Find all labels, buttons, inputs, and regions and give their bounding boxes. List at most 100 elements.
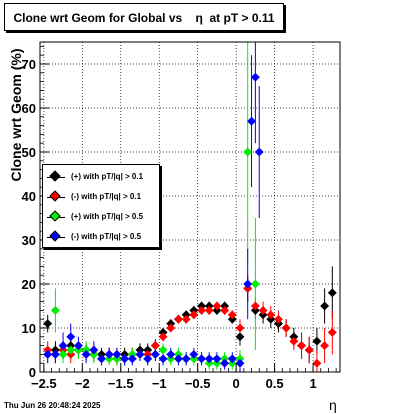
data-point — [235, 323, 245, 333]
legend-label: (+) with pT/|q| > 0.5 — [71, 212, 144, 221]
data-point — [258, 305, 268, 315]
data-point — [297, 341, 306, 351]
data-point — [212, 301, 222, 311]
data-point — [266, 310, 276, 320]
data-point — [250, 301, 260, 311]
data-markers — [43, 72, 337, 368]
data-point — [304, 345, 314, 355]
y-tick-label: 0 — [29, 365, 36, 380]
data-point — [220, 305, 230, 315]
data-point — [204, 305, 214, 315]
x-tick-label: −2.5 — [31, 376, 57, 391]
x-tick-label: −0.5 — [185, 376, 211, 391]
data-point — [66, 345, 76, 355]
legend-entry-minus-05: (-) with pT/|q| > 0.5 — [43, 227, 161, 247]
data-point — [58, 341, 68, 351]
data-point — [327, 288, 337, 298]
data-point — [189, 310, 199, 320]
data-point — [235, 332, 245, 342]
y-tick-label: 50 — [22, 145, 36, 160]
data-point — [50, 349, 60, 359]
y-tick-label: 20 — [22, 277, 36, 292]
data-point — [181, 354, 191, 364]
data-point — [197, 354, 206, 364]
data-point — [227, 310, 237, 320]
data-point — [112, 349, 122, 359]
data-point — [250, 72, 260, 82]
legend-marker — [49, 230, 61, 242]
data-point — [312, 336, 322, 346]
data-point — [158, 354, 168, 364]
data-point — [89, 345, 99, 355]
legend-label: (-) with pT/|q| > 0.1 — [71, 192, 142, 201]
y-tick-label: 40 — [22, 189, 36, 204]
data-point — [127, 354, 137, 364]
legend-label: (-) with pT/|q| > 0.5 — [71, 232, 142, 241]
data-point — [150, 349, 160, 359]
data-point — [189, 349, 199, 359]
data-point — [243, 147, 253, 157]
data-point — [166, 323, 176, 333]
x-axis-label: η — [329, 397, 337, 413]
legend-entry-plus-05: (+) with pT/|q| > 0.5 — [43, 207, 161, 227]
x-tick-label: −2 — [75, 376, 90, 391]
x-tick-label: −1.5 — [108, 376, 134, 391]
timestamp: Thu Jun 26 20:48:24 2025 — [4, 401, 101, 410]
title-box: Clone wrt Geom for Global vs η at pT > 0… — [4, 3, 284, 31]
data-point — [227, 354, 237, 364]
data-point — [158, 332, 168, 342]
data-point — [66, 332, 76, 342]
legend-entry-minus-01: (-) with pT/|q| > 0.1 — [43, 187, 161, 207]
y-tick-label: 70 — [22, 57, 36, 72]
data-point — [320, 341, 330, 351]
legend-label: (+) with pT/|q| > 0.1 — [71, 172, 144, 181]
chart-title: Clone wrt Geom for Global vs η at pT > 0… — [13, 11, 275, 25]
data-point — [289, 336, 299, 346]
x-tick-label: 1 — [309, 376, 316, 391]
legend-marker — [49, 210, 61, 222]
y-tick-label: 10 — [22, 321, 36, 336]
data-point — [204, 354, 214, 364]
data-point — [104, 349, 114, 359]
x-tick-label: 0.5 — [266, 376, 284, 391]
data-point — [43, 319, 53, 329]
legend: (+) with pT/|q| > 0.1 (-) with pT/|q| > … — [42, 164, 160, 248]
data-point — [320, 301, 330, 311]
data-point — [50, 305, 60, 315]
data-point — [143, 354, 153, 364]
data-point — [43, 349, 53, 359]
data-point — [250, 279, 260, 289]
data-point — [312, 358, 322, 368]
data-point — [150, 341, 160, 351]
data-point — [174, 354, 183, 364]
data-point — [212, 354, 222, 364]
data-point — [158, 345, 168, 355]
data-point — [281, 323, 291, 333]
data-point — [274, 314, 283, 324]
data-point — [174, 314, 183, 324]
data-point — [166, 349, 176, 359]
x-tick-label: −1 — [152, 376, 167, 391]
data-point — [58, 349, 68, 359]
data-point — [254, 147, 264, 157]
data-point — [74, 341, 83, 351]
data-point — [120, 354, 130, 364]
data-point — [235, 358, 245, 368]
data-point — [135, 349, 145, 359]
data-point — [81, 349, 91, 359]
data-point — [220, 358, 230, 368]
legend-marker — [49, 170, 61, 182]
y-axis-label: Clone wrt Geom (%) — [8, 48, 24, 182]
y-tick-label: 60 — [22, 101, 36, 116]
legend-marker — [49, 190, 61, 202]
data-point — [97, 354, 106, 364]
x-tick-label: 0 — [233, 376, 240, 391]
y-tick-label: 30 — [22, 233, 36, 248]
data-point — [247, 116, 256, 126]
legend-entry-plus-01: (+) with pT/|q| > 0.1 — [43, 167, 161, 187]
data-point — [243, 279, 253, 289]
data-point — [181, 314, 191, 324]
data-point — [197, 305, 206, 315]
